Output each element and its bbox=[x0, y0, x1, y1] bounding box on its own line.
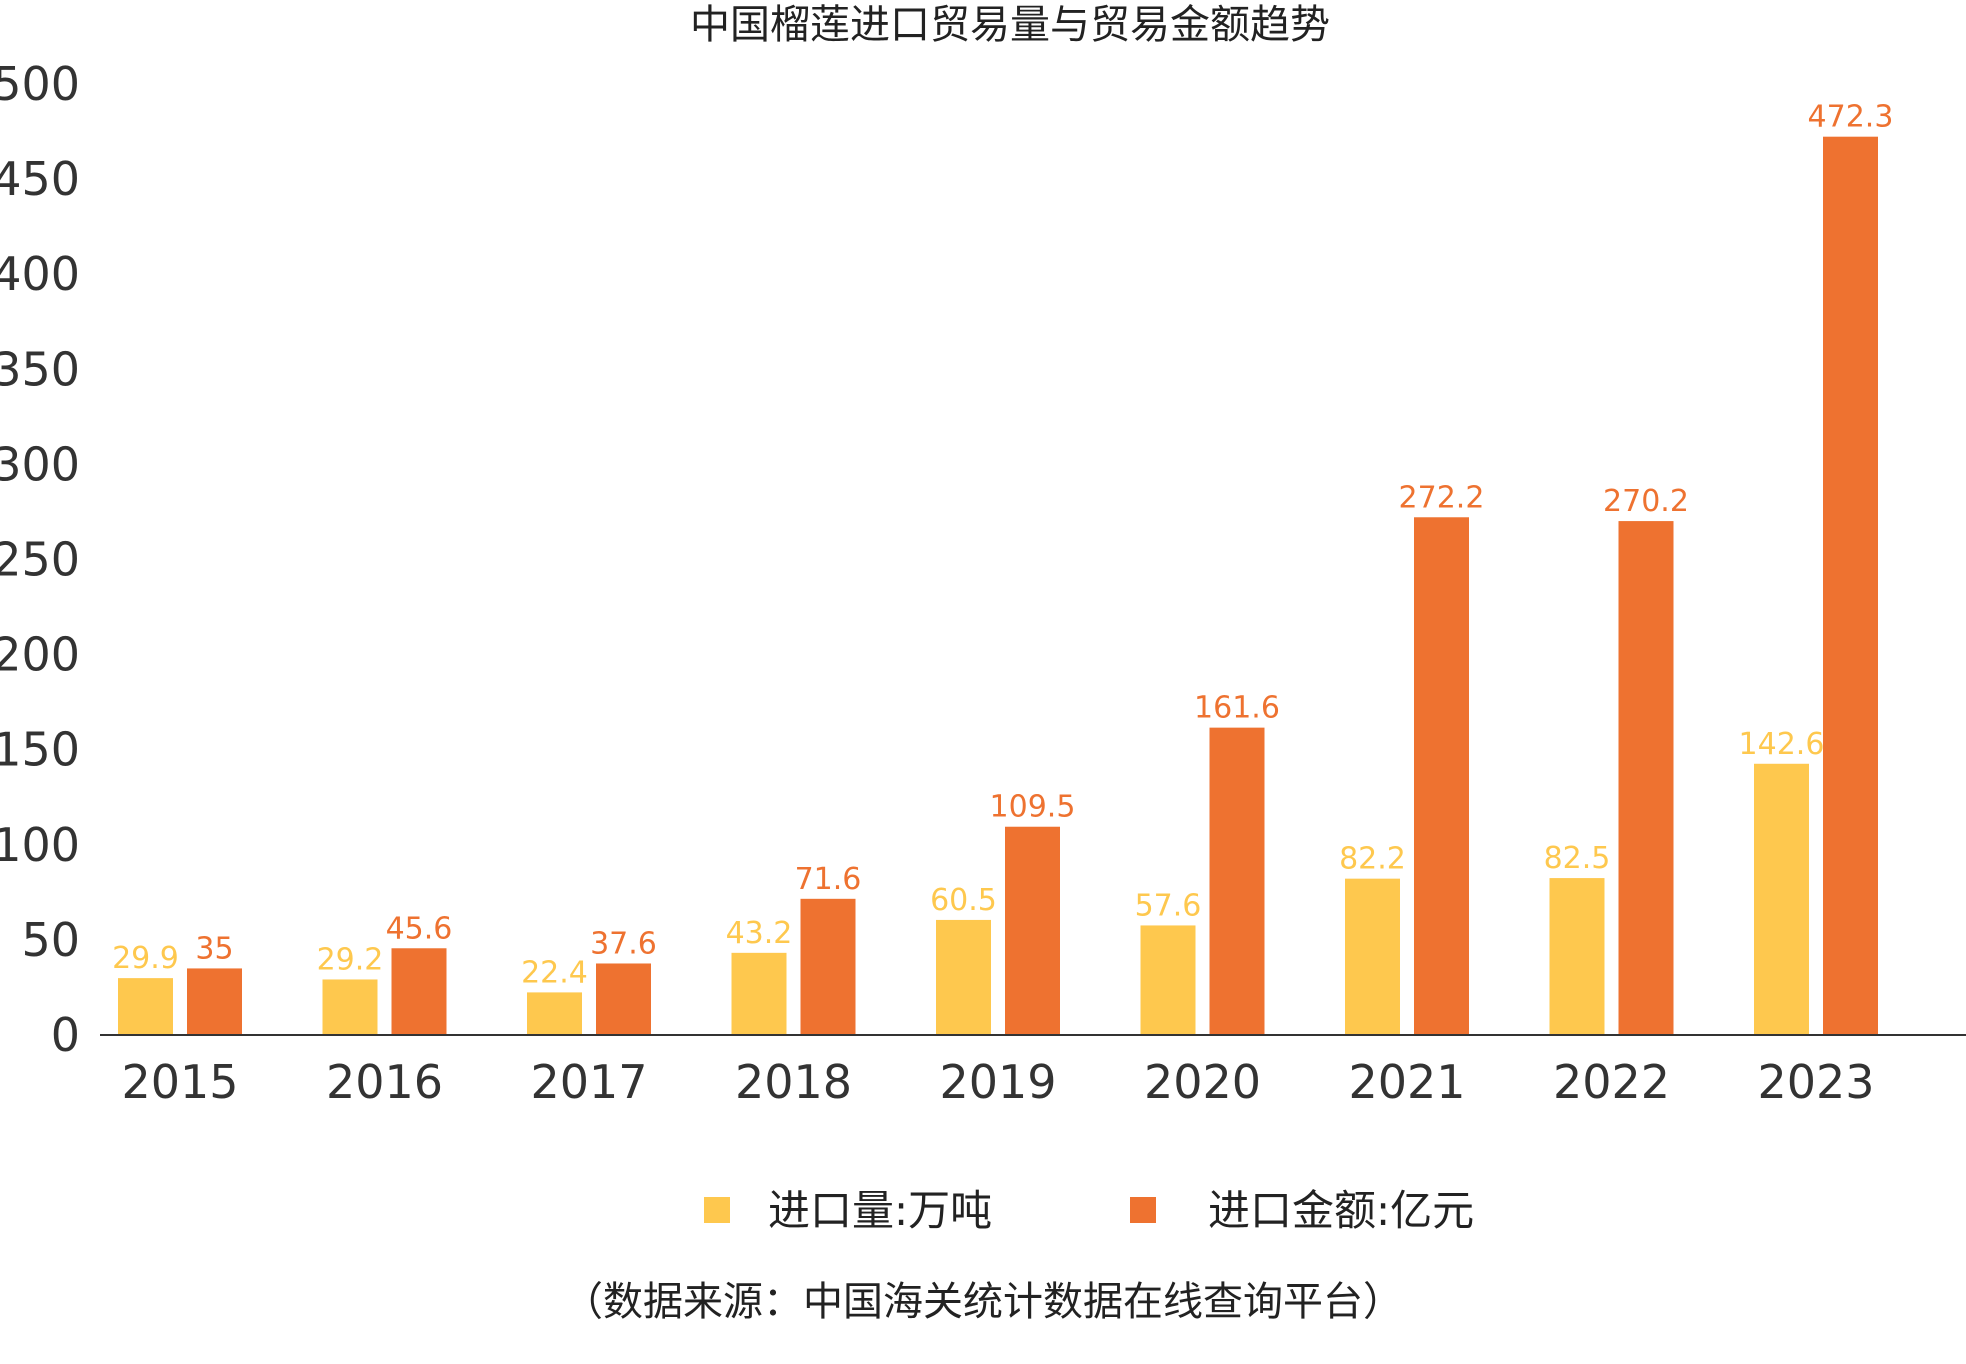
y-tick-label: 400 bbox=[0, 247, 80, 301]
y-tick-label: 100 bbox=[0, 818, 80, 872]
x-tick-label: 2015 bbox=[121, 1055, 238, 1109]
legend-label-import-value: 进口金额:亿元 bbox=[1208, 1186, 1474, 1235]
source-note: （数据来源：中国海关统计数据在线查询平台） bbox=[563, 1279, 1403, 1325]
bar-import-value bbox=[1005, 826, 1060, 1035]
data-labels: 29.9 35 29.245.6 22.437.6 43.271.6 60.5 109.5 5… bbox=[112, 100, 1893, 991]
data-label-import-value: 272.2 bbox=[1399, 480, 1485, 515]
x-tick-label: 2019 bbox=[939, 1055, 1056, 1109]
y-tick-label: 50 bbox=[21, 913, 80, 967]
data-label-import-volume: 82.2 bbox=[1339, 842, 1406, 877]
y-tick-label: 200 bbox=[0, 628, 80, 682]
data-label-import-value: 109.5 bbox=[990, 790, 1076, 825]
bar-import-value bbox=[1414, 517, 1469, 1035]
data-label-import-volume: 142.6 bbox=[1739, 727, 1825, 762]
bar-import-value bbox=[1209, 727, 1265, 1035]
data-label-import-volume: 57.6 bbox=[1135, 888, 1202, 923]
bar-import-value bbox=[1823, 136, 1878, 1035]
bar-import-volume bbox=[527, 992, 582, 1035]
data-label-import-value: 35 bbox=[195, 931, 233, 966]
data-label-import-value: 270.2 bbox=[1603, 484, 1689, 519]
x-tick-label: 2018 bbox=[735, 1055, 852, 1109]
bar-import-value bbox=[187, 968, 242, 1035]
bar-import-volume bbox=[936, 919, 991, 1035]
data-label-import-value: 472.3 bbox=[1808, 100, 1894, 135]
bars bbox=[118, 136, 1878, 1035]
x-tick-label: 2017 bbox=[530, 1055, 647, 1109]
x-tick-label: 2020 bbox=[1144, 1055, 1261, 1109]
data-label-import-value: 71.6 bbox=[795, 862, 862, 897]
chart-title: 中国榴莲进口贸易量与贸易金额趋势 bbox=[690, 2, 1330, 48]
bar-import-value bbox=[391, 948, 447, 1035]
y-tick-label: 500 bbox=[0, 57, 80, 111]
data-label-import-volume: 29.9 bbox=[112, 941, 179, 976]
y-tick-label: 0 bbox=[51, 1008, 80, 1062]
y-axis: 0 50 100 150 200 250 300 350 400 450 500 bbox=[0, 57, 80, 1062]
bar-import-volume bbox=[731, 952, 787, 1035]
legend: 进口量:万吨 进口金额:亿元 bbox=[704, 1186, 1474, 1235]
data-label-import-value: 161.6 bbox=[1194, 691, 1280, 726]
x-tick-label: 2023 bbox=[1757, 1055, 1874, 1109]
data-label-import-volume: 29.2 bbox=[317, 942, 384, 977]
legend-swatch-import-volume bbox=[704, 1197, 730, 1223]
bar-import-volume bbox=[118, 978, 173, 1035]
bar-import-volume bbox=[322, 979, 378, 1035]
data-label-import-volume: 43.2 bbox=[726, 916, 793, 951]
y-tick-label: 300 bbox=[0, 437, 80, 491]
bar-import-volume bbox=[1754, 763, 1809, 1035]
data-label-import-value: 37.6 bbox=[590, 926, 657, 961]
y-tick-label: 150 bbox=[0, 723, 80, 777]
data-label-import-volume: 22.4 bbox=[521, 955, 588, 990]
bar-import-volume bbox=[1549, 878, 1605, 1035]
legend-swatch-import-value bbox=[1130, 1197, 1156, 1223]
data-label-import-value: 45.6 bbox=[386, 911, 453, 946]
bar-import-value bbox=[1618, 521, 1674, 1035]
x-tick-label: 2016 bbox=[326, 1055, 443, 1109]
bar-import-volume bbox=[1140, 925, 1196, 1035]
data-label-import-volume: 60.5 bbox=[930, 883, 997, 918]
y-tick-label: 450 bbox=[0, 152, 80, 206]
x-tick-label: 2021 bbox=[1348, 1055, 1465, 1109]
bar-import-value bbox=[800, 898, 856, 1035]
x-axis: 2015 2016 2017 2018 2019 2020 2021 2022 2023 bbox=[121, 1055, 1874, 1109]
legend-label-import-volume: 进口量:万吨 bbox=[768, 1186, 992, 1235]
y-tick-label: 250 bbox=[0, 533, 80, 587]
y-tick-label: 350 bbox=[0, 342, 80, 396]
data-label-import-volume: 82.5 bbox=[1544, 841, 1611, 876]
bar-import-volume bbox=[1345, 878, 1400, 1035]
x-tick-label: 2022 bbox=[1553, 1055, 1670, 1109]
bar-import-value bbox=[596, 963, 651, 1035]
